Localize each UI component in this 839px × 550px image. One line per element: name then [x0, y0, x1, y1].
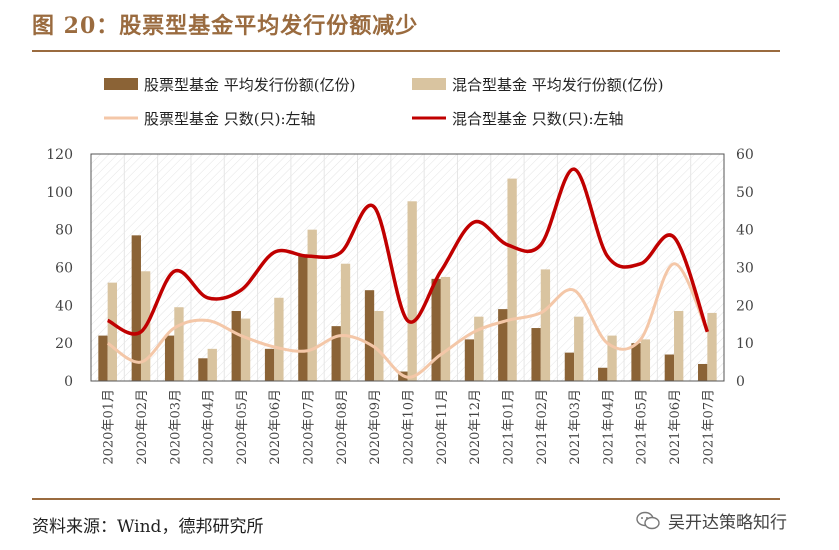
y-right-tick-label: 40: [736, 223, 754, 239]
x-tick-label: 2020年12月: [468, 389, 483, 465]
source-note: 资料来源：Wind，德邦研究所: [32, 517, 264, 537]
y-right-tick-label: 10: [736, 336, 754, 352]
x-tick-label: 2020年06月: [268, 389, 283, 465]
bar-stock-share: [331, 326, 341, 381]
bar-hybrid-share: [507, 178, 517, 381]
x-tick-label: 2020年02月: [135, 389, 150, 465]
bar-hybrid-share: [340, 263, 351, 381]
y-left-tick-label: 120: [46, 147, 73, 163]
bar-hybrid-share: [607, 335, 617, 381]
x-tick-label: 2020年05月: [235, 389, 250, 465]
bar-hybrid-share: [207, 348, 217, 381]
bar-stock-share: [264, 348, 275, 381]
line-stock-count: [106, 262, 709, 379]
bar-hybrid-share: [640, 339, 651, 381]
bar-hybrid-share: [540, 269, 551, 381]
x-axis-ticks: 2020年01月 2020年02月 2020年03月 2020年04月 2020年05月…: [102, 389, 717, 465]
y-left-tick-label: 60: [55, 261, 73, 277]
y-right-tick-label: 0: [736, 374, 745, 390]
chart: 股票型基金 平均发行份额(亿份) 混合型基金 平均发行份额(亿份) 股票型基金 …: [46, 76, 754, 465]
bar-hybrid-share: [374, 311, 384, 381]
watermark: 吴开达策略知行: [636, 508, 787, 533]
bar-hybrid-share: [474, 316, 484, 381]
y-left-tick-label: 80: [55, 223, 73, 239]
bar-stock-share: [698, 363, 708, 381]
bar-stock-share: [298, 254, 308, 381]
bar-hybrid-share: [407, 201, 417, 381]
x-tick-label: 2020年08月: [335, 389, 350, 465]
bar-hybrid-share: [174, 307, 184, 381]
bar-stock-share: [131, 235, 141, 381]
lines: [106, 167, 709, 379]
bar-stock-share: [498, 309, 508, 381]
y-left-tick-label: 40: [55, 298, 73, 314]
bar-stock-share: [464, 339, 475, 381]
x-tick-label: 2020年11月: [435, 389, 450, 465]
x-tick-label: 2021年05月: [635, 389, 650, 465]
bar-stock-share: [598, 367, 608, 381]
line-hybrid-count: [106, 167, 709, 336]
legend-swatch-stock-share: [104, 78, 138, 90]
y-right-tick-label: 60: [736, 147, 754, 163]
x-tick-label: 2020年07月: [302, 389, 317, 465]
y-right-tick-label: 30: [736, 261, 754, 277]
axes: 0 20 40 60 80 100 120 0 10 20 30 40 50 60: [46, 147, 754, 390]
x-tick-label: 2021年04月: [601, 389, 616, 465]
title-divider: [32, 50, 780, 52]
bar-hybrid-share: [107, 282, 117, 381]
x-tick-label: 2021年06月: [668, 389, 683, 465]
footer-divider: [32, 498, 780, 500]
y-right-tick-label: 50: [736, 185, 754, 201]
bars: [98, 178, 717, 381]
legend-swatch-hybrid-share: [412, 78, 446, 90]
bar-hybrid-share: [307, 229, 317, 381]
bar-hybrid-share: [274, 297, 284, 381]
page-title: 图 20：股票型基金平均发行份额减少: [32, 13, 419, 39]
x-tick-label: 2021年02月: [535, 389, 550, 465]
legend: 股票型基金 平均发行份额(亿份) 混合型基金 平均发行份额(亿份) 股票型基金 …: [104, 76, 663, 128]
bar-stock-share: [231, 311, 241, 381]
bar-hybrid-share: [707, 312, 717, 381]
grid: [123, 154, 692, 381]
x-tick-label: 2021年01月: [501, 389, 516, 465]
bar-hybrid-share: [674, 311, 684, 381]
bar-stock-share: [98, 335, 108, 381]
bar-stock-share: [564, 352, 575, 381]
bar-stock-share: [198, 358, 208, 381]
x-tick-label: 2020年09月: [368, 389, 383, 465]
bar-hybrid-share: [240, 318, 251, 381]
wechat-icon: [636, 511, 660, 529]
y-left-tick-label: 20: [55, 336, 73, 352]
bar-stock-share: [431, 278, 441, 381]
legend-label-hybrid-count: 混合型基金 只数(只):左轴: [452, 110, 624, 128]
bar-hybrid-share: [440, 276, 451, 381]
bar-hybrid-share: [574, 316, 584, 381]
x-tick-label: 2020年04月: [202, 389, 217, 465]
x-tick-label: 2020年01月: [102, 389, 117, 465]
bar-stock-share: [664, 354, 675, 381]
plot-frame: [90, 153, 725, 382]
bar-stock-share: [164, 335, 175, 381]
y-left-tick-label: 100: [46, 185, 73, 201]
bar-stock-share: [364, 290, 375, 381]
bar-stock-share: [631, 343, 641, 381]
legend-label-hybrid-share: 混合型基金 平均发行份额(亿份): [452, 76, 663, 94]
x-tick-label: 2021年07月: [701, 389, 716, 465]
y-left-tick-label: 0: [64, 374, 73, 390]
legend-label-stock-share: 股票型基金 平均发行份额(亿份): [144, 76, 355, 94]
x-tick-label: 2021年03月: [568, 389, 583, 465]
watermark-label: 吴开达策略知行: [668, 513, 787, 533]
legend-label-stock-count: 股票型基金 只数(只):左轴: [144, 110, 316, 128]
y-right-tick-label: 20: [736, 298, 754, 314]
x-tick-label: 2020年10月: [402, 389, 417, 465]
x-tick-label: 2020年03月: [168, 389, 183, 465]
bar-stock-share: [531, 328, 541, 381]
